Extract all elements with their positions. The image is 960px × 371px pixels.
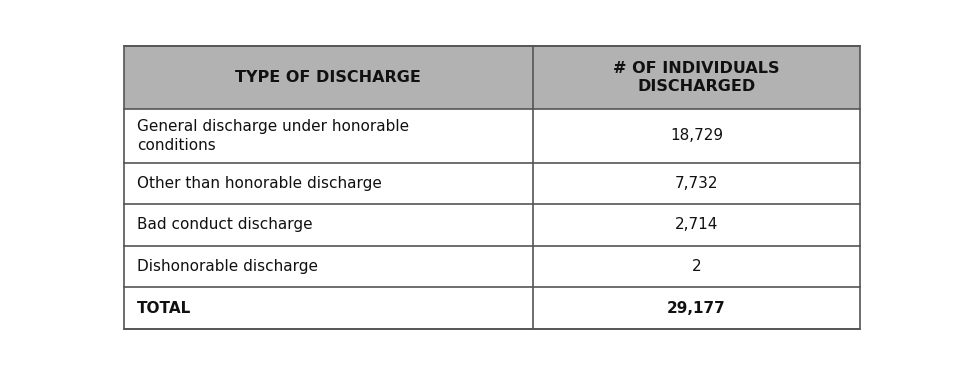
Text: Dishonorable discharge: Dishonorable discharge (137, 259, 318, 274)
Text: Bad conduct discharge: Bad conduct discharge (137, 217, 313, 233)
Text: 2: 2 (691, 259, 701, 274)
Text: 18,729: 18,729 (670, 128, 723, 144)
Bar (124, 109, 860, 163)
Bar (124, 246, 860, 287)
Text: 7,732: 7,732 (675, 176, 718, 191)
Bar (124, 163, 860, 204)
Text: General discharge under honorable
conditions: General discharge under honorable condit… (137, 119, 409, 153)
Text: Other than honorable discharge: Other than honorable discharge (137, 176, 382, 191)
Bar (124, 287, 860, 329)
Bar (124, 46, 860, 109)
Bar (124, 204, 860, 246)
Text: # OF INDIVIDUALS
DISCHARGED: # OF INDIVIDUALS DISCHARGED (613, 61, 780, 94)
Text: 29,177: 29,177 (667, 301, 726, 315)
Text: 2,714: 2,714 (675, 217, 718, 233)
Text: TYPE OF DISCHARGE: TYPE OF DISCHARGE (235, 70, 421, 85)
Text: TOTAL: TOTAL (137, 301, 191, 315)
